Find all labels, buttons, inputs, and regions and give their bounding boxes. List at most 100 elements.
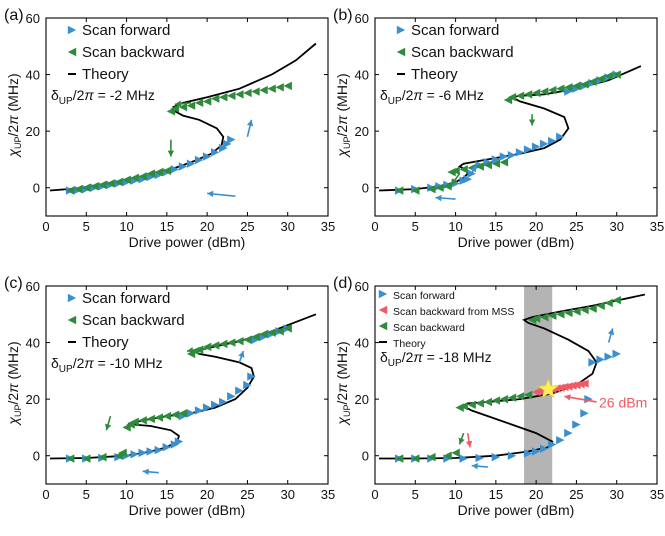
- x-tick-label: 15: [160, 219, 174, 234]
- chart-panel-c: 0 5 10 15 20 25 30 35 0 20 40 60 Drive power (dBm) χU…: [4, 275, 335, 518]
- chart-panel-b: 0 5 10 15 20 25 30 35 0 20 40 60 Drive power (dBm) χU…: [333, 7, 664, 250]
- data-point: [194, 406, 204, 415]
- legend: Scan forward Scan backward Theory: [396, 22, 514, 83]
- guide-arrow: [238, 350, 245, 363]
- data-point: [219, 143, 228, 153]
- data-point: [227, 392, 236, 401]
- data-point: [251, 332, 260, 342]
- data-point: [146, 172, 155, 182]
- data-point: [588, 358, 597, 367]
- data-point: [235, 386, 244, 395]
- arrow-head: [246, 119, 254, 127]
- guide-arrow: [458, 432, 465, 445]
- x-tick-label: 15: [160, 487, 174, 502]
- guide-arrow: [167, 139, 175, 157]
- chart-panel-a: 0 5 10 15 20 25 30 35 0 20 40 60 Drive power (dBm) χU…: [4, 7, 335, 250]
- data-point: [531, 387, 541, 397]
- data-point: [130, 450, 139, 459]
- legend-label: Theory: [82, 334, 129, 351]
- y-tick-label: 20: [26, 124, 40, 139]
- data-point: [564, 428, 573, 438]
- guide-arrow: [104, 415, 112, 431]
- data-point: [580, 409, 589, 418]
- x-tick-label: 10: [448, 219, 462, 234]
- arrow-head: [607, 328, 615, 336]
- data-point: [65, 186, 75, 195]
- data-point: [523, 390, 533, 400]
- data-point: [584, 394, 593, 404]
- arrow-head: [187, 347, 194, 354]
- data-point: [283, 81, 292, 91]
- legend-label: Scan backward: [393, 322, 465, 334]
- data-point: [82, 454, 91, 463]
- guide-arrow: [142, 468, 159, 475]
- legend-forward-swatch: [67, 293, 77, 303]
- data-point: [515, 392, 525, 401]
- series-scan-backward: [65, 81, 292, 195]
- y-tick-label: 20: [355, 124, 369, 139]
- data-point: [259, 329, 268, 339]
- x-tick-label: 20: [200, 487, 214, 502]
- legend-forward-swatch: [378, 289, 388, 299]
- legend: Scan forward Scan backward Theory: [67, 290, 185, 351]
- data-point: [604, 71, 613, 81]
- detuning-label: δUP/2π = -10 MHz: [51, 355, 163, 375]
- data-point: [186, 409, 196, 418]
- x-axis-label: Drive power (dBm): [458, 234, 575, 250]
- data-point: [154, 445, 163, 455]
- data-point: [435, 183, 444, 192]
- data-point: [162, 443, 172, 452]
- x-tick-label: 10: [119, 487, 133, 502]
- axes-frame: [374, 285, 658, 485]
- data-point: [459, 165, 468, 174]
- legend-label: Scan forward: [411, 22, 499, 39]
- y-tick-label: 60: [355, 11, 369, 26]
- data-point: [580, 305, 589, 315]
- arrow-head: [104, 423, 112, 431]
- guide-arrow: [528, 114, 536, 126]
- y-tick-label: 60: [26, 11, 40, 26]
- data-point: [467, 400, 476, 409]
- data-point: [194, 98, 204, 108]
- y-tick-label: 40: [355, 68, 369, 83]
- legend-label: Scan forward: [82, 22, 170, 39]
- data-point: [515, 91, 525, 100]
- data-point: [227, 338, 236, 347]
- guide-arrow: [471, 462, 488, 470]
- data-point: [170, 165, 180, 174]
- theory-curve: [379, 293, 646, 460]
- data-point: [540, 139, 549, 149]
- star-marker: [537, 378, 559, 398]
- data-point: [219, 339, 228, 349]
- data-point: [523, 90, 533, 99]
- legend-mss-swatch: [378, 305, 388, 315]
- detuning-label: δUP/2π = -2 MHz: [51, 87, 155, 107]
- legend-label: Theory: [393, 338, 426, 350]
- y-tick-label: 0: [33, 449, 40, 464]
- legend-backward-swatch: [378, 321, 388, 331]
- y-tick-label: 60: [26, 279, 40, 294]
- axes-frame: [374, 17, 658, 217]
- x-tick-label: 5: [412, 219, 419, 234]
- y-tick-label: 0: [362, 181, 369, 196]
- arrow-head: [470, 165, 477, 172]
- y-tick-label: 20: [26, 392, 40, 407]
- data-point: [174, 437, 184, 446]
- series-scan-backward: [65, 324, 292, 463]
- data-point: [202, 342, 212, 352]
- x-tick-label: 35: [321, 487, 335, 502]
- data-point: [515, 148, 525, 157]
- panel-label: (b): [333, 7, 353, 24]
- data-point: [122, 423, 131, 432]
- x-tick-label: 25: [240, 487, 254, 502]
- data-point: [443, 182, 452, 191]
- data-point: [211, 400, 220, 409]
- x-tick-label: 25: [240, 219, 254, 234]
- data-point: [483, 160, 492, 170]
- data-point: [548, 440, 557, 449]
- data-point: [548, 85, 557, 95]
- guide-arrow: [465, 432, 473, 448]
- data-point: [483, 397, 492, 407]
- y-tick-label: 0: [33, 181, 40, 196]
- axes-frame: [45, 17, 329, 217]
